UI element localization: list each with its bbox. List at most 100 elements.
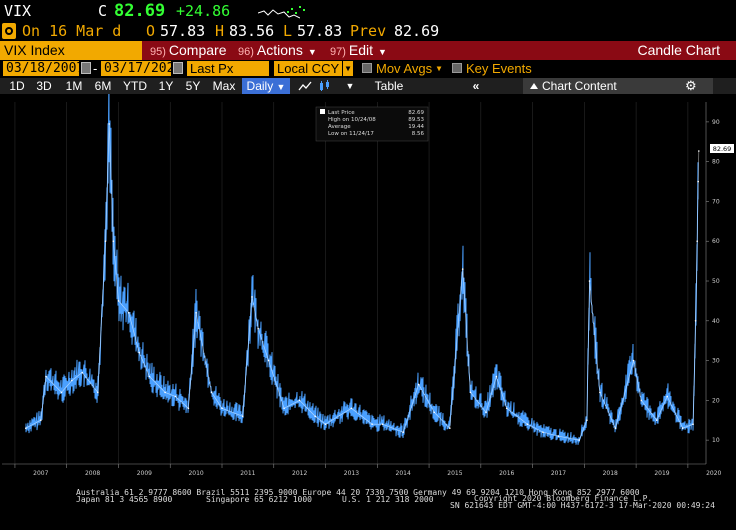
period-6m-button[interactable]: 6M [94, 79, 112, 93]
chevron-down-icon[interactable]: ▼ [436, 64, 442, 73]
x-tick-label: 2010 [188, 470, 203, 477]
period-ytd-button[interactable]: YTD [123, 79, 147, 93]
series-point [692, 423, 694, 426]
chevron-down-icon[interactable]: ▼ [345, 81, 355, 91]
period-toolbar: 1D 3D 1M 6M YTD 1Y 5Y Max Daily ▼ ▼ Tabl… [0, 78, 736, 94]
window-title: Candle Chart [637, 42, 721, 58]
period-1m-button[interactable]: 1M [65, 79, 83, 93]
series-point [681, 427, 684, 430]
series-point [60, 391, 63, 394]
last-price-tag: 82.69 [710, 144, 734, 153]
calendar-icon[interactable] [173, 62, 183, 74]
collapse-icon[interactable]: « [472, 79, 480, 93]
green-tick-chart-icon [287, 6, 305, 14]
series-point [40, 419, 42, 422]
table-button[interactable]: Table [374, 79, 404, 93]
period-max-button[interactable]: Max [212, 79, 236, 93]
footer-phones-line1: Australia 61 2 9777 8600 Brazil 5511 239… [76, 488, 640, 497]
series-point [350, 407, 353, 410]
series-point [251, 296, 253, 298]
currency-select[interactable]: Local CCY [274, 61, 342, 76]
chart-content-icon [530, 83, 538, 89]
series-point [666, 395, 668, 398]
series-point [557, 435, 560, 438]
edit-label: Edit [348, 42, 374, 58]
period-5y-button[interactable]: 5Y [185, 79, 201, 93]
calendar-icon[interactable] [81, 62, 91, 74]
chart-content-button[interactable]: Chart Content ⚙ [523, 78, 713, 94]
mov-avgs-checkbox[interactable] [362, 63, 372, 73]
series-point [586, 419, 588, 422]
end-date-field[interactable]: 03/17/2020 [101, 61, 182, 76]
compare-num: 95) [150, 46, 166, 58]
y-tick-label: 70 [712, 198, 720, 205]
footer-phones-singapore: Singapore 65 6212 1000 [206, 495, 312, 504]
key-events-checkbox[interactable] [452, 63, 462, 73]
legend-high-value: 89.53 [408, 117, 424, 123]
compare-label: Compare [168, 42, 227, 58]
chevron-down-icon[interactable]: ▼ [343, 61, 353, 76]
low-value: 57.83 [297, 22, 343, 40]
series-point [45, 375, 47, 378]
close-code: C [98, 2, 108, 20]
last-price-tag-value: 82.69 [713, 145, 732, 153]
series-point [485, 411, 487, 414]
x-tick-label: 2007 [33, 470, 48, 477]
x-tick-label: 2019 [654, 470, 669, 477]
footer-phones-japan: Japan 81 3 4565 8900 [76, 495, 173, 504]
series-point [449, 427, 451, 430]
footer-copyright: Copyright 2020 Bloomberg Finance L.P. [474, 494, 653, 503]
chart-content-label: Chart Content [542, 79, 617, 93]
ticker: VIX [4, 2, 32, 20]
bloomberg-status-icon[interactable] [2, 23, 16, 39]
price-chart[interactable]: 2007 2008 2009 2010 2011 2012 2013 2014 2015 2016… [0, 94, 736, 484]
series-point [697, 180, 699, 183]
period-1d-button[interactable]: 1D [9, 79, 25, 93]
period-1y-button[interactable]: 1Y [158, 79, 174, 93]
series-point [578, 439, 580, 441]
legend-low-value: 8.56 [412, 131, 425, 137]
edit-menu[interactable]: 97) Edit ▼ [330, 41, 387, 60]
price-field-select[interactable]: Last Px [187, 61, 269, 76]
legend-low-label: Low on 11/24/17 [328, 131, 374, 137]
y-tick-label: 40 [712, 318, 720, 325]
x-tick-label: 2017 [551, 470, 566, 477]
settings-row: 03/18/2007 - 03/17/2020 Last Px Local CC… [0, 60, 736, 78]
series-point [542, 431, 544, 434]
actions-label: Actions [256, 42, 303, 58]
compare-menu[interactable]: 95) Compare [150, 41, 227, 60]
y-axis: 10 20 30 40 50 60 70 80 90 [705, 102, 720, 464]
x-tick-label: 2012 [292, 470, 307, 477]
gear-icon[interactable]: ⚙ [685, 78, 697, 93]
menu-bar: VIX Index 95) Compare 96) Actions ▼ 97) Edit… [0, 41, 736, 60]
intraday-sparkline [258, 9, 300, 19]
series-point [210, 391, 213, 394]
series-point [298, 399, 301, 402]
y-tick-label: 80 [712, 159, 720, 166]
series-point [640, 399, 643, 402]
actions-menu[interactable]: 96) Actions ▼ [238, 41, 317, 60]
last-date: On 16 Mar d [22, 22, 122, 40]
series-point [128, 312, 130, 314]
series-point [221, 407, 223, 410]
vix-series [25, 94, 700, 445]
series-point [614, 427, 617, 430]
legend-high-label: High on 10/24/08 [328, 117, 376, 123]
open-code: O [146, 22, 156, 40]
series-point [505, 407, 508, 410]
period-3d-button[interactable]: 3D [36, 79, 52, 93]
line-chart-icon[interactable] [298, 80, 312, 92]
series-point [81, 371, 83, 374]
security-field[interactable]: VIX Index [0, 41, 142, 60]
candle-chart-icon[interactable] [318, 80, 332, 92]
y-tick-label: 20 [712, 397, 720, 404]
series-point [495, 375, 498, 378]
actions-caret-icon: ▼ [307, 47, 317, 57]
series-point [164, 391, 166, 394]
series-point [698, 150, 700, 152]
frequency-select[interactable]: Daily ▼ [242, 78, 290, 94]
series-point [656, 419, 658, 422]
actions-num: 96) [238, 46, 254, 58]
start-date-field[interactable]: 03/18/2007 [3, 61, 84, 76]
legend-last-price-value: 82.69 [408, 110, 424, 116]
